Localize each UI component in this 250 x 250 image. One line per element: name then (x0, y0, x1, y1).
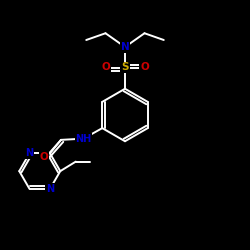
Text: N: N (120, 42, 130, 52)
Text: O: O (101, 62, 110, 72)
Text: S: S (121, 62, 129, 72)
Text: O: O (140, 62, 149, 72)
Text: N: N (26, 148, 34, 158)
Text: NH: NH (76, 134, 92, 143)
Text: N: N (46, 184, 54, 194)
Text: O: O (40, 152, 49, 162)
